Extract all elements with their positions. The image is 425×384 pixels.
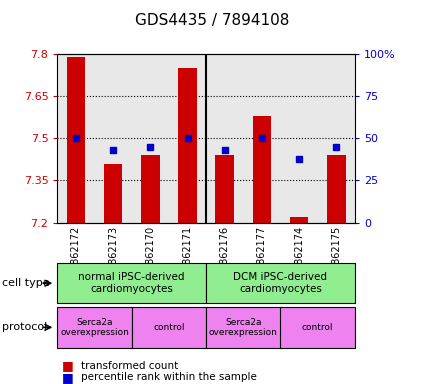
Text: Serca2a
overexpression: Serca2a overexpression <box>209 318 278 337</box>
Text: normal iPSC-derived
cardiomyocytes: normal iPSC-derived cardiomyocytes <box>79 272 185 294</box>
Text: cell type: cell type <box>2 278 50 288</box>
Text: Serca2a
overexpression: Serca2a overexpression <box>60 318 129 337</box>
Bar <box>215 155 234 223</box>
Text: percentile rank within the sample: percentile rank within the sample <box>81 372 257 382</box>
Bar <box>290 217 309 223</box>
Text: GDS4435 / 7894108: GDS4435 / 7894108 <box>135 13 290 28</box>
Bar <box>252 116 271 223</box>
Bar <box>67 56 85 223</box>
Text: protocol: protocol <box>2 322 47 333</box>
Text: transformed count: transformed count <box>81 361 178 371</box>
Text: DCM iPSC-derived
cardiomyocytes: DCM iPSC-derived cardiomyocytes <box>233 272 328 294</box>
Bar <box>327 155 346 223</box>
Text: control: control <box>153 323 185 332</box>
Text: ■: ■ <box>62 359 74 372</box>
Text: ■: ■ <box>62 371 74 384</box>
Bar <box>141 155 160 223</box>
Bar <box>104 164 122 223</box>
Bar <box>178 68 197 223</box>
Text: control: control <box>302 323 334 332</box>
